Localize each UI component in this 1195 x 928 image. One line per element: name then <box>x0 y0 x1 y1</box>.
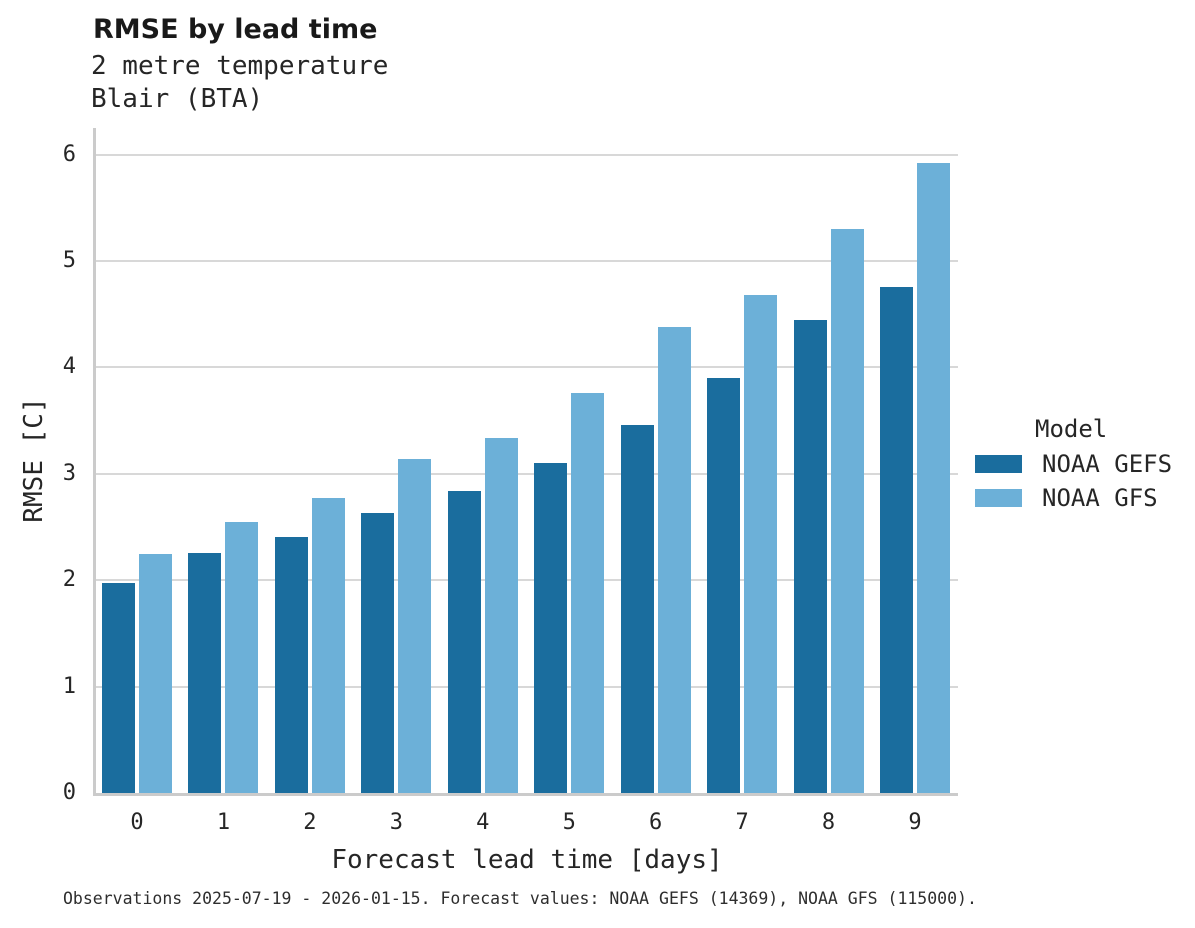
x-axis-title: Forecast lead time [days] <box>331 845 723 875</box>
x-tick-label-5: 5 <box>562 810 576 835</box>
bar-noaa-gefs-lead-8 <box>793 319 827 793</box>
bar-noaa-gefs-lead-6 <box>620 424 654 793</box>
y-axis-spine <box>93 128 96 796</box>
bar-noaa-gefs-lead-5 <box>534 463 568 793</box>
x-tick-label-6: 6 <box>649 810 663 835</box>
legend-entries: NOAA GEFS NOAA GFS <box>975 452 1195 510</box>
y-tick-label-3: 3 <box>62 460 76 486</box>
x-tick-label-7: 7 <box>735 810 749 835</box>
bar-noaa-gfs-lead-7 <box>744 295 778 793</box>
y-tick-label-4: 4 <box>62 354 76 380</box>
x-tick-label-8: 8 <box>821 810 836 835</box>
y-tick-label-5: 5 <box>62 248 76 273</box>
x-tick-label-4: 4 <box>476 810 490 835</box>
bar-noaa-gefs-lead-7 <box>707 378 741 793</box>
bar-noaa-gfs-lead-3 <box>398 458 432 793</box>
chart-subtitle-line-2: Blair (BTA) <box>91 84 264 114</box>
x-tick-label-2: 2 <box>303 810 317 835</box>
bar-noaa-gfs-lead-5 <box>571 392 605 793</box>
legend-entry-noaa-gefs: NOAA GEFS <box>975 452 1195 476</box>
y-tick-label-0: 0 <box>62 780 76 805</box>
bar-noaa-gefs-lead-9 <box>879 286 913 793</box>
bar-noaa-gefs-lead-0 <box>102 583 135 793</box>
legend-label-noaa-gefs: NOAA GEFS <box>1042 450 1173 478</box>
x-tick-label-9: 9 <box>908 810 922 835</box>
legend-entry-noaa-gfs: NOAA GFS <box>975 486 1195 510</box>
bar-noaa-gfs-lead-1 <box>225 521 259 793</box>
x-tick-label-1: 1 <box>216 810 231 835</box>
gridline-y-5 <box>96 260 958 262</box>
x-tick-label-3: 3 <box>389 810 403 835</box>
footer-caption: Observations 2025-07-19 - 2026-01-15. Fo… <box>63 889 977 908</box>
plot-area <box>96 128 958 793</box>
legend-swatch-noaa-gefs <box>975 455 1022 473</box>
bar-noaa-gefs-lead-2 <box>274 536 308 793</box>
bar-noaa-gfs-lead-6 <box>657 327 691 793</box>
gridline-y-3 <box>96 472 958 475</box>
gridline-y-6 <box>96 153 958 156</box>
chart-subtitle: 2 metre temperature Blair (BTA) <box>91 50 388 116</box>
legend-swatch-noaa-gfs <box>975 489 1022 507</box>
bar-noaa-gfs-lead-9 <box>916 163 950 793</box>
x-axis-spine <box>93 793 958 796</box>
y-tick-label-2: 2 <box>62 567 76 593</box>
chart-subtitle-line-1: 2 metre temperature <box>91 51 389 81</box>
x-tick-label-0: 0 <box>130 810 144 835</box>
bar-noaa-gfs-lead-0 <box>139 553 172 793</box>
y-tick-label-6: 6 <box>62 141 76 167</box>
gridline-y-1 <box>96 685 958 688</box>
bar-noaa-gfs-lead-8 <box>830 229 864 793</box>
bar-noaa-gefs-lead-4 <box>447 490 481 793</box>
legend-label-noaa-gfs: NOAA GFS <box>1042 484 1158 512</box>
bar-noaa-gefs-lead-1 <box>188 552 222 793</box>
legend-title: Model <box>1035 415 1108 443</box>
bar-noaa-gfs-lead-4 <box>484 437 518 793</box>
gridline-y-2 <box>96 579 958 582</box>
bar-noaa-gefs-lead-3 <box>361 513 395 793</box>
bar-noaa-gfs-lead-2 <box>311 498 345 793</box>
chart-title: RMSE by lead time <box>93 14 378 45</box>
gridline-y-4 <box>96 366 958 369</box>
legend: Model NOAA GEFS NOAA GFS <box>975 414 1195 520</box>
y-tick-label-1: 1 <box>62 673 76 699</box>
